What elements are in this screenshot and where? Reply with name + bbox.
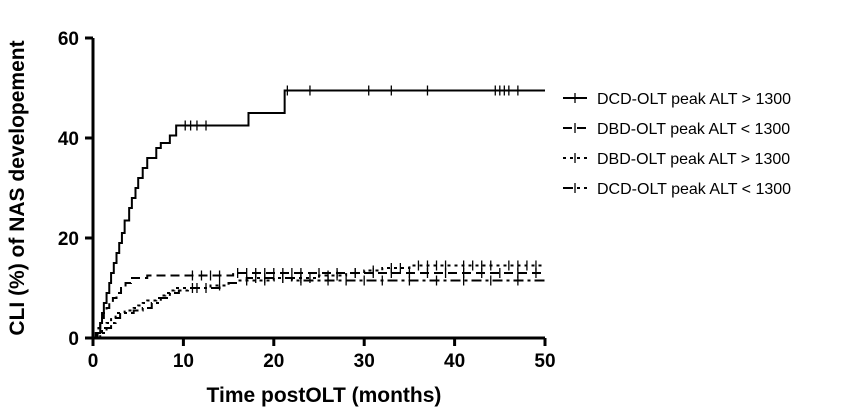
y-tick-label: 60 <box>58 29 79 50</box>
legend-label: DCD-OLT peak ALT > 1300 <box>597 91 791 108</box>
y-tick-label: 0 <box>68 329 79 350</box>
x-axis-title: Time postOLT (months) <box>207 384 442 407</box>
y-ticks: 0 20 40 60 <box>58 29 93 350</box>
legend-item: DCD-OLT peak ALT < 1300 <box>563 181 791 198</box>
x-tick-label: 10 <box>173 351 194 372</box>
series-group <box>93 85 545 339</box>
series-line <box>93 272 545 339</box>
x-tick-label: 40 <box>444 351 465 372</box>
axes <box>91 38 545 340</box>
x-tick-label: 0 <box>88 351 99 372</box>
legend-label: DBD-OLT peak ALT > 1300 <box>597 151 790 168</box>
y-tick-label: 40 <box>58 129 79 150</box>
x-tick-label: 20 <box>263 351 284 372</box>
legend-item: DCD-OLT peak ALT > 1300 <box>563 91 791 108</box>
legend: DCD-OLT peak ALT > 1300 DBD-OLT peak ALT … <box>563 91 791 198</box>
y-axis-title: CLI (%) of NAS developement <box>6 40 29 335</box>
series-line <box>93 277 545 339</box>
series-2 <box>93 268 545 339</box>
x-tick-label: 30 <box>354 351 375 372</box>
legend-label: DBD-OLT peak ALT < 1300 <box>597 121 790 138</box>
legend-item: DBD-OLT peak ALT < 1300 <box>563 121 790 138</box>
series-line <box>93 89 545 339</box>
series-4 <box>93 273 545 339</box>
series-1 <box>93 85 545 339</box>
x-tick-label: 50 <box>534 351 555 372</box>
legend-item: DBD-OLT peak ALT > 1300 <box>563 151 790 168</box>
y-tick-label: 20 <box>58 229 79 250</box>
legend-label: DCD-OLT peak ALT < 1300 <box>597 181 791 198</box>
x-ticks: 0 10 20 30 40 50 <box>88 338 556 372</box>
